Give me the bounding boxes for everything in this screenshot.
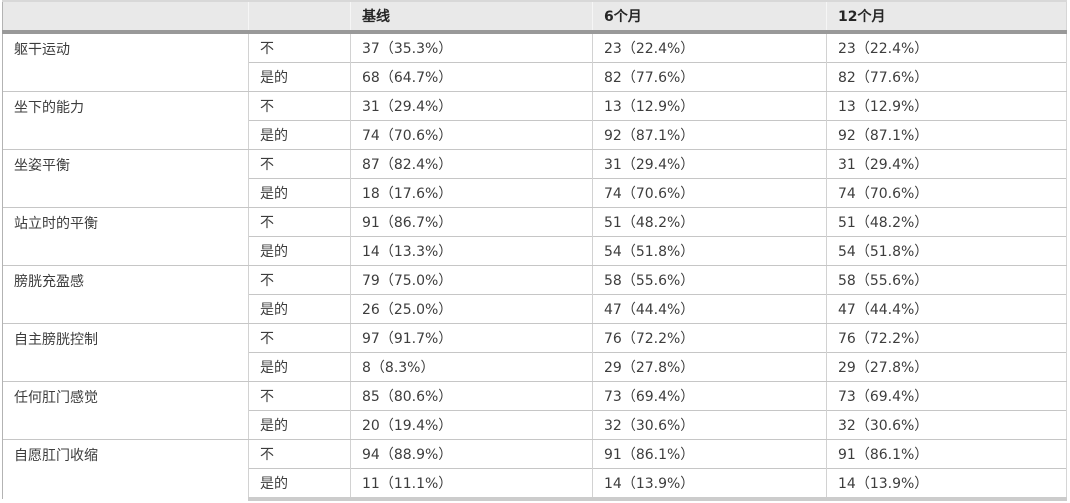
value-cell-12-months: 73（69.4%） [826,381,1067,411]
value-cell-6-months: 74（70.6%） [592,178,827,208]
value-cell-12-months: 82（77.6%） [826,62,1067,92]
response-cell: 是的 [248,294,351,324]
response-cell: 是的 [248,410,351,440]
category-cell: 自主膀胱控制 [2,323,249,382]
value-cell-12-months: 51（48.2%） [826,207,1067,237]
table-row: 膀胱充盈感 不 79（75.0%） 58（55.6%） 58（55.6%） [2,265,1067,324]
response-cell: 不 [248,265,351,295]
value-cell-baseline: 14（13.3%） [350,236,593,266]
value-cell-6-months: 31（29.4%） [592,149,827,179]
value-cell-12-months: 92（87.1%） [826,120,1067,150]
value-cell-6-months: 58（55.6%） [592,265,827,295]
table-row: 是的 20（19.4%） 32（30.6%） 32（30.6%） [3,410,1067,440]
category-cell: 膀胱充盈感 [2,265,249,324]
response-cell: 不 [248,91,351,121]
column-header-answer [248,0,351,34]
category-cell: 坐姿平衡 [2,149,249,208]
value-cell-baseline: 11（11.1%） [350,468,593,501]
response-cell: 不 [248,323,351,353]
value-cell-baseline: 91（86.7%） [350,207,593,237]
value-cell-6-months: 51（48.2%） [592,207,827,237]
response-cell: 是的 [248,178,351,208]
category-cell: 躯干运动 [2,31,249,92]
value-cell-12-months: 76（72.2%） [826,323,1067,353]
response-cell: 是的 [248,468,351,501]
value-cell-baseline: 8（8.3%） [350,352,593,382]
response-cell: 不 [248,207,351,237]
table-row: 是的 18（17.6%） 74（70.6%） 74（70.6%） [3,178,1067,208]
column-header-category [2,0,249,34]
value-cell-baseline: 79（75.0%） [350,265,593,295]
value-cell-6-months: 91（86.1%） [592,439,827,469]
value-cell-6-months: 32（30.6%） [592,410,827,440]
value-cell-baseline: 37（35.3%） [350,31,593,63]
value-cell-6-months: 76（72.2%） [592,323,827,353]
category-cell: 自愿肛门收缩 [2,439,249,499]
value-cell-6-months: 29（27.8%） [592,352,827,382]
response-cell: 是的 [248,236,351,266]
value-cell-6-months: 54（51.8%） [592,236,827,266]
value-cell-12-months: 13（12.9%） [826,91,1067,121]
value-cell-baseline: 87（82.4%） [350,149,593,179]
value-cell-12-months: 47（44.4%） [826,294,1067,324]
table-row: 坐下的能力 不 31（29.4%） 13（12.9%） 13（12.9%） [2,91,1067,150]
response-cell: 是的 [248,62,351,92]
value-cell-6-months: 47（44.4%） [592,294,827,324]
value-cell-12-months: 32（30.6%） [826,410,1067,440]
column-header-12-months: 12个月 [826,0,1067,34]
category-cell: 任何肛门感觉 [2,381,249,440]
value-cell-baseline: 85（80.6%） [350,381,593,411]
value-cell-baseline: 31（29.4%） [350,91,593,121]
table-header-row: 基线 6个月 12个月 [2,0,1067,34]
value-cell-12-months: 58（55.6%） [826,265,1067,295]
response-cell: 不 [248,149,351,179]
value-cell-12-months: 29（27.8%） [826,352,1067,382]
value-cell-12-months: 74（70.6%） [826,178,1067,208]
response-cell: 是的 [248,120,351,150]
table-row: 坐姿平衡 不 87（82.4%） 31（29.4%） 31（29.4%） [2,149,1067,208]
value-cell-6-months: 82（77.6%） [592,62,827,92]
category-cell: 坐下的能力 [2,91,249,150]
table-row: 躯干运动 不 37（35.3%） 23（22.4%） 23（22.4%） [2,31,1067,92]
table-row: 是的 68（64.7%） 82（77.6%） 82（77.6%） [3,62,1067,92]
response-cell: 是的 [248,352,351,382]
value-cell-6-months: 23（22.4%） [592,31,827,63]
category-cell: 站立时的平衡 [2,207,249,266]
value-cell-6-months: 13（12.9%） [592,91,827,121]
value-cell-6-months: 73（69.4%） [592,381,827,411]
value-cell-6-months: 92（87.1%） [592,120,827,150]
response-cell: 不 [248,381,351,411]
value-cell-baseline: 18（17.6%） [350,178,593,208]
table-row: 是的 11（11.1%） 14（13.9%） 14（13.9%） [3,468,1067,501]
value-cell-12-months: 91（86.1%） [826,439,1067,469]
table-row: 站立时的平衡 不 91（86.7%） 51（48.2%） 51（48.2%） [2,207,1067,266]
column-header-baseline: 基线 [350,0,593,34]
response-cell: 不 [248,31,351,63]
value-cell-baseline: 74（70.6%） [350,120,593,150]
value-cell-6-months: 14（13.9%） [592,468,827,501]
response-cell: 不 [248,439,351,469]
value-cell-12-months: 23（22.4%） [826,31,1067,63]
table-row: 任何肛门感觉 不 85（80.6%） 73（69.4%） 73（69.4%） [2,381,1067,440]
value-cell-baseline: 94（88.9%） [350,439,593,469]
value-cell-baseline: 26（25.0%） [350,294,593,324]
value-cell-baseline: 68（64.7%） [350,62,593,92]
value-cell-12-months: 31（29.4%） [826,149,1067,179]
value-cell-baseline: 97（91.7%） [350,323,593,353]
value-cell-12-months: 14（13.9%） [826,468,1067,501]
value-cell-baseline: 20（19.4%） [350,410,593,440]
value-cell-12-months: 54（51.8%） [826,236,1067,266]
column-header-6-months: 6个月 [592,0,827,34]
table-row: 自主膀胱控制 不 97（91.7%） 76（72.2%） 76（72.2%） [2,323,1067,382]
table-row: 是的 74（70.6%） 92（87.1%） 92（87.1%） [3,120,1067,150]
table-row: 是的 14（13.3%） 54（51.8%） 54（51.8%） [3,236,1067,266]
table-row: 自愿肛门收缩 不 94（88.9%） 91（86.1%） 91（86.1%） [2,439,1067,499]
